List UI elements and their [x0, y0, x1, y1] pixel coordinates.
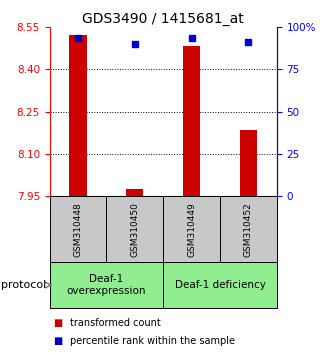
Bar: [50, 262, 163, 308]
Bar: [163, 262, 277, 308]
Bar: [220, 196, 277, 262]
Bar: [106, 196, 163, 262]
Text: GSM310450: GSM310450: [130, 202, 139, 257]
Text: Deaf-1 deficiency: Deaf-1 deficiency: [175, 280, 265, 290]
Text: ■: ■: [53, 319, 62, 329]
Bar: [69, 35, 86, 196]
Bar: [240, 130, 257, 196]
Bar: [126, 189, 143, 196]
Text: GSM310452: GSM310452: [244, 202, 253, 257]
Title: GDS3490 / 1415681_at: GDS3490 / 1415681_at: [82, 12, 244, 25]
Text: GSM310448: GSM310448: [74, 202, 83, 257]
Text: protocol: protocol: [1, 280, 46, 290]
Text: Deaf-1
overexpression: Deaf-1 overexpression: [67, 274, 146, 296]
Text: ■: ■: [53, 336, 62, 346]
Text: GSM310449: GSM310449: [187, 202, 196, 257]
Bar: [183, 46, 200, 196]
Text: percentile rank within the sample: percentile rank within the sample: [70, 336, 236, 346]
Text: transformed count: transformed count: [70, 319, 161, 329]
Bar: [50, 196, 106, 262]
Bar: [163, 196, 220, 262]
